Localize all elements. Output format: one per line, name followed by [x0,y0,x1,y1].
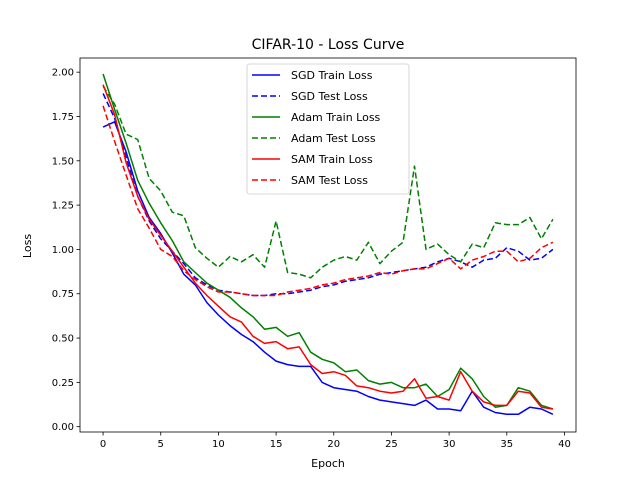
x-tick-label: 10 [212,439,225,450]
legend-label-3: Adam Train Loss [291,111,381,124]
y-tick-label: 0.25 [52,378,74,389]
legend-label-1: SGD Train Loss [291,69,373,82]
x-tick-label: 15 [270,439,283,450]
legend-box [246,63,410,195]
x-tick-label: 5 [158,439,164,450]
y-axis: 0.00 0.25 0.50 0.75 1.00 1.25 1.50 1.75 2.00 [52,68,80,433]
series-line-1 [102,121,554,416]
x-tick-label: 25 [385,439,398,450]
axes-frame [79,57,577,433]
legend: SGD Train Loss SGD Test Loss Adam Train Lo… [246,63,410,195]
x-tick-label: 35 [500,439,513,450]
y-tick-label: 0.50 [52,334,74,345]
chart-title: CIFAR-10 - Loss Curve [252,37,405,53]
legend-label-6: SAM Test Loss [291,174,368,187]
plot-area [79,57,577,433]
x-axis: 0 5 10 15 20 25 30 35 40 [100,432,571,450]
series-line-5 [102,84,554,410]
y-tick-label: 1.00 [52,245,74,256]
series-line-6 [102,105,554,297]
legend-label-2: SGD Test Loss [291,90,368,103]
x-axis-label: Epoch [311,457,345,470]
y-tick-label: 1.50 [52,156,74,167]
x-tick-label: 30 [443,439,456,450]
series-line-4 [102,85,554,279]
y-tick-label: 0.00 [52,422,74,433]
legend-label-5: SAM Train Loss [291,153,373,166]
y-tick-label: 1.75 [52,112,74,123]
y-tick-label: 1.25 [52,201,74,212]
y-axis-label: Loss [21,234,34,258]
y-tick-label: 0.75 [52,289,74,300]
x-tick-label: 0 [100,439,106,450]
y-tick-label: 2.00 [52,68,74,79]
series-line-2 [102,93,554,297]
series-line-3 [102,73,554,410]
x-tick-label: 40 [558,439,571,450]
legend-label-4: Adam Test Loss [291,132,376,145]
x-tick-label: 20 [327,439,340,450]
